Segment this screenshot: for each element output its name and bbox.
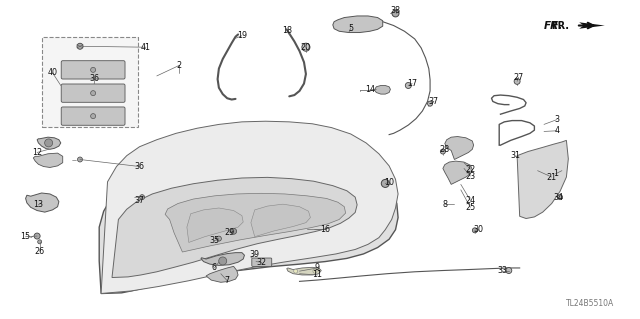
Bar [42, 37, 138, 127]
Text: 39: 39 [250, 250, 260, 259]
Text: 12: 12 [32, 148, 42, 157]
Polygon shape [206, 266, 238, 282]
Circle shape [428, 101, 433, 106]
Text: 38: 38 [390, 6, 401, 15]
Text: 22: 22 [465, 165, 476, 174]
Circle shape [440, 149, 445, 154]
Circle shape [313, 269, 317, 273]
Text: 19: 19 [237, 31, 247, 40]
Circle shape [472, 228, 477, 233]
Circle shape [381, 179, 389, 188]
FancyBboxPatch shape [252, 258, 272, 266]
Circle shape [77, 43, 83, 49]
Text: 11: 11 [312, 271, 323, 279]
Text: 37: 37 [134, 196, 145, 205]
Text: 25: 25 [465, 203, 476, 212]
Text: 5: 5 [348, 24, 353, 33]
Polygon shape [37, 137, 61, 149]
Text: 35: 35 [209, 236, 220, 245]
Text: 37: 37 [429, 97, 439, 106]
FancyBboxPatch shape [61, 61, 125, 79]
Text: 20: 20 [301, 43, 311, 52]
Text: 18: 18 [282, 26, 292, 35]
Text: 14: 14 [365, 85, 375, 94]
Polygon shape [201, 253, 244, 265]
Polygon shape [33, 153, 63, 167]
FancyBboxPatch shape [61, 107, 125, 125]
Circle shape [557, 195, 563, 200]
Circle shape [38, 240, 42, 244]
Circle shape [294, 269, 298, 273]
Polygon shape [251, 204, 310, 237]
Text: 13: 13 [33, 200, 44, 209]
Text: 9: 9 [315, 263, 320, 272]
Polygon shape [374, 85, 390, 94]
Circle shape [506, 268, 512, 273]
Text: 31: 31 [510, 151, 520, 160]
Polygon shape [579, 22, 605, 29]
Text: 17: 17 [407, 79, 417, 88]
Text: 40: 40 [47, 68, 58, 77]
Polygon shape [101, 121, 398, 293]
Text: 41: 41 [141, 43, 151, 52]
Text: 28: 28 [440, 145, 450, 154]
Text: 8: 8 [442, 200, 447, 209]
Polygon shape [187, 208, 243, 242]
Text: 4: 4 [554, 126, 559, 135]
Polygon shape [445, 137, 474, 160]
Circle shape [45, 139, 52, 147]
Text: 33: 33 [497, 266, 508, 275]
Polygon shape [517, 140, 568, 219]
Text: 15: 15 [20, 232, 31, 241]
Text: 21: 21 [547, 173, 557, 182]
Text: FR.: FR. [551, 20, 569, 31]
Text: 30: 30 [474, 225, 484, 234]
Circle shape [216, 236, 221, 241]
Circle shape [140, 195, 145, 200]
Text: 16: 16 [320, 225, 330, 234]
Polygon shape [112, 177, 357, 278]
Circle shape [91, 67, 95, 72]
Polygon shape [26, 193, 59, 212]
Polygon shape [333, 16, 383, 33]
Circle shape [230, 228, 237, 234]
Circle shape [514, 78, 520, 84]
Text: 29: 29 [224, 228, 234, 237]
Circle shape [34, 233, 40, 239]
Circle shape [91, 114, 95, 119]
Text: 36: 36 [134, 162, 145, 171]
Circle shape [219, 257, 227, 265]
Text: 2: 2 [177, 61, 182, 70]
Text: 10: 10 [384, 178, 394, 187]
Text: TL24B5510A: TL24B5510A [566, 299, 614, 308]
Circle shape [91, 91, 95, 96]
Text: 24: 24 [465, 196, 476, 205]
Polygon shape [99, 139, 398, 293]
Text: 32: 32 [256, 258, 266, 267]
Circle shape [77, 157, 83, 162]
FancyBboxPatch shape [61, 84, 125, 102]
Text: 1: 1 [553, 169, 558, 178]
Polygon shape [287, 267, 321, 275]
Text: 7: 7 [225, 276, 230, 285]
Text: 3: 3 [554, 115, 559, 124]
Text: 27: 27 [513, 73, 524, 82]
Circle shape [302, 43, 310, 51]
Text: 6: 6 [212, 263, 217, 272]
Text: 36: 36 [90, 74, 100, 83]
Text: 23: 23 [465, 172, 476, 181]
Circle shape [392, 10, 399, 17]
Text: 26: 26 [35, 247, 45, 256]
Polygon shape [443, 161, 472, 184]
Text: FR.: FR. [544, 20, 563, 31]
Polygon shape [165, 193, 346, 252]
Circle shape [405, 83, 412, 88]
Text: 34: 34 [553, 193, 563, 202]
